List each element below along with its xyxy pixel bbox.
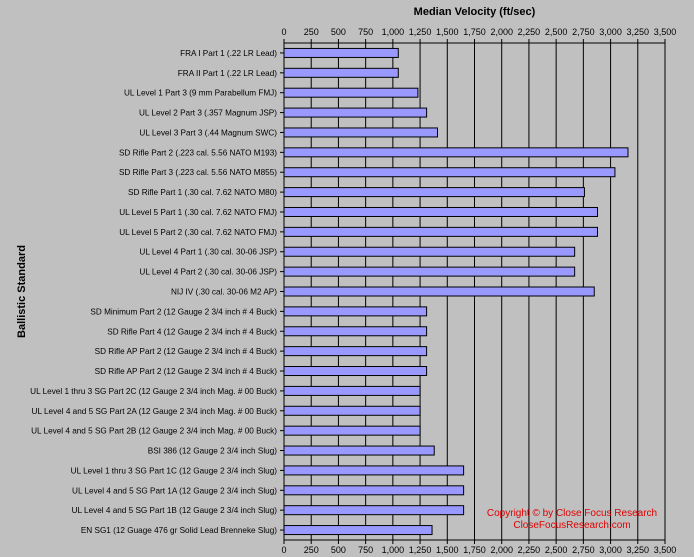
category-label: UL Level 4 and 5 SG Part 1B (12 Gauge 2 … xyxy=(72,506,278,515)
x-tick-label-bottom: 1,250 xyxy=(409,545,432,555)
x-tick-label-bottom: 2,250 xyxy=(518,545,541,555)
category-label: FRA II Part 1 (.22 LR Lead) xyxy=(178,69,277,78)
x-tick-label-bottom: 500 xyxy=(331,545,346,555)
category-label: UL Level 1 Part 3 (9 mm Parabellum FMJ) xyxy=(124,89,277,98)
category-label: SD Rifle Part 1 (.30 cal. 7.62 NATO M80) xyxy=(128,188,277,197)
category-label: UL Level 4 and 5 SG Part 1A (12 Gauge 2 … xyxy=(72,486,277,495)
category-label: SD Rifle Part 2 (.223 cal. 5.56 NATO M19… xyxy=(119,148,277,157)
category-label: UL Level 2 Part 3 (.357 Magnum JSP) xyxy=(139,109,277,118)
category-label: SD Rifle Part 4 (12 Gauge 2 3/4 inch # 4… xyxy=(107,327,277,336)
bar xyxy=(283,67,399,78)
x-tick-label-top: 2,000 xyxy=(490,27,513,37)
category-label: SD Rifle Part 3 (.223 cal. 5.56 NATO M85… xyxy=(119,168,277,177)
bar xyxy=(283,286,595,297)
bar xyxy=(283,167,616,178)
x-tick-label-top: 3,500 xyxy=(654,27,677,37)
bar xyxy=(283,246,576,257)
x-tick-label-top: 3,000 xyxy=(599,27,622,37)
category-label: UL Level 4 Part 1 (.30 cal. 30-06 JSP) xyxy=(139,248,277,257)
x-tick-label-top: 250 xyxy=(304,27,319,37)
x-tick-label-top: 1,500 xyxy=(436,27,459,37)
x-tick-label-top: 2,250 xyxy=(518,27,541,37)
x-tick-label-bottom: 2,750 xyxy=(572,545,595,555)
category-label: UL Level 1 thru 3 SG Part 1C (12 Gauge 2… xyxy=(71,466,278,475)
bar xyxy=(283,306,428,317)
bar xyxy=(283,107,428,118)
x-tick-label-top: 2,500 xyxy=(545,27,568,37)
x-tick-label-bottom: 1,000 xyxy=(382,545,405,555)
bar xyxy=(283,206,599,217)
x-tick-label-bottom: 2,000 xyxy=(490,545,513,555)
bar xyxy=(283,485,465,496)
category-label: UL Level 3 Part 3 (.44 Magnum SWC) xyxy=(139,128,277,137)
bar xyxy=(283,187,585,198)
bar xyxy=(283,147,629,158)
x-tick-label-bottom: 3,250 xyxy=(627,545,650,555)
category-label: UL Level 4 Part 2 (.30 cal. 30-06 JSP) xyxy=(139,268,277,277)
x-tick-label-bottom: 0 xyxy=(281,545,286,555)
x-tick-label-bottom: 750 xyxy=(358,545,373,555)
bar xyxy=(283,366,428,377)
bar xyxy=(283,226,599,237)
category-label: SD Minimum Part 2 (12 Gauge 2 3/4 inch #… xyxy=(90,307,277,316)
x-tick-label-bottom: 250 xyxy=(304,545,319,555)
category-label: SD Rifle AP Part 2 (12 Gauge 2 3/4 inch … xyxy=(95,367,278,376)
x-tick-label-top: 1,750 xyxy=(463,27,486,37)
y-axis-title: Ballistic Standard xyxy=(16,245,28,338)
x-axis-title: Median Velocity (ft/sec) xyxy=(414,6,536,18)
category-label: SD Rifle AP Part 2 (12 Gauge 2 3/4 inch … xyxy=(95,347,278,356)
bar xyxy=(283,87,419,98)
bar xyxy=(283,525,433,536)
bar xyxy=(283,465,465,476)
x-tick-label-top: 500 xyxy=(331,27,346,37)
category-label: FRA I Part 1 (.22 LR Lead) xyxy=(180,49,277,58)
x-tick-label-top: 2,750 xyxy=(572,27,595,37)
bar xyxy=(283,47,399,58)
bar xyxy=(283,425,421,436)
category-label: UL Level 1 thru 3 SG Part 2C (12 Gauge 2… xyxy=(30,387,277,396)
x-tick-label-bottom: 1,750 xyxy=(463,545,486,555)
bar xyxy=(283,127,438,138)
bar xyxy=(283,266,576,277)
copyright-line-2: CloseFocusResearch.com xyxy=(513,520,630,531)
x-tick-label-bottom: 2,500 xyxy=(545,545,568,555)
x-tick-label-bottom: 3,500 xyxy=(654,545,677,555)
copyright-line-1: Copyright © by Close Focus Research xyxy=(487,508,657,519)
category-label: UL Level 5 Part 1 (.30 cal. 7.62 NATO FM… xyxy=(119,208,277,217)
category-label: NIJ IV (.30 cal. 30-06 M2 AP) xyxy=(171,288,277,297)
bar xyxy=(283,326,428,337)
x-tick-label-bottom: 3,000 xyxy=(599,545,622,555)
bar xyxy=(283,405,421,416)
x-tick-label-top: 1,250 xyxy=(409,27,432,37)
category-label: EN SG1 (12 Guage 476 gr Solid Lead Brenn… xyxy=(81,526,277,535)
bar xyxy=(283,346,428,357)
x-tick-label-top: 750 xyxy=(358,27,373,37)
category-label: UL Level 4 and 5 SG Part 2B (12 Gauge 2 … xyxy=(31,427,277,436)
x-tick-label-bottom: 1,500 xyxy=(436,545,459,555)
x-tick-label-top: 3,250 xyxy=(627,27,650,37)
bar xyxy=(283,385,421,396)
x-tick-label-top: 0 xyxy=(281,27,286,37)
bar xyxy=(283,445,435,456)
category-label: UL Level 5 Part 2 (.30 cal. 7.62 NATO FM… xyxy=(119,228,277,237)
x-tick-label-top: 1,000 xyxy=(382,27,405,37)
category-label: BSI 386 (12 Gauge 2 3/4 inch Slug) xyxy=(148,447,278,456)
category-label: UL Level 4 and 5 SG Part 2A (12 Gauge 2 … xyxy=(32,407,278,416)
bar xyxy=(283,505,465,516)
